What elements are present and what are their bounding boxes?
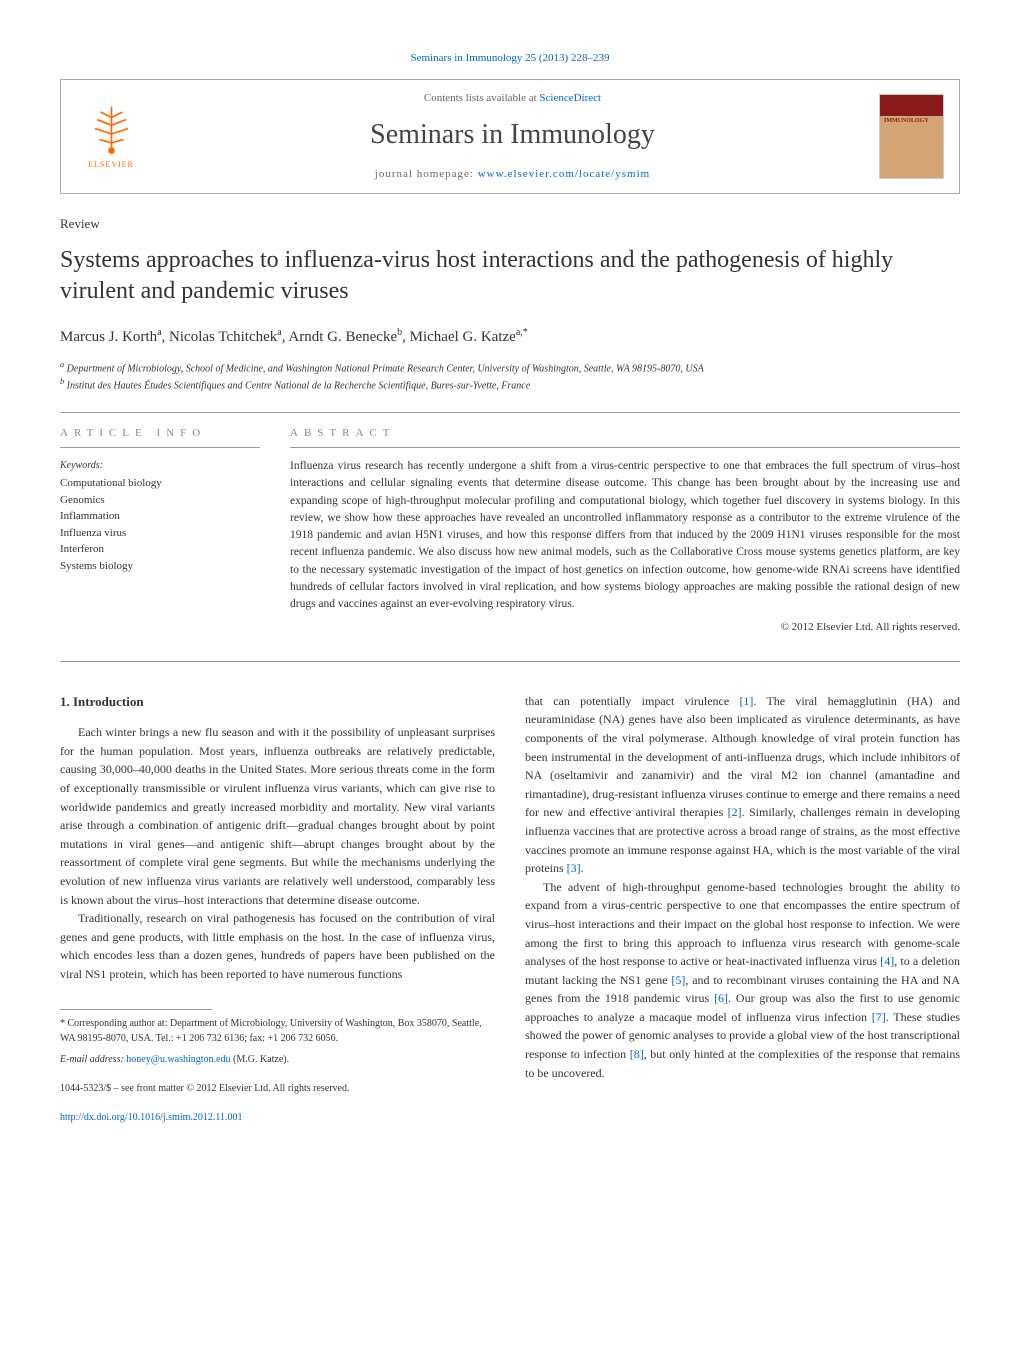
abstract-column: ABSTRACT Influenza virus research has re… bbox=[290, 425, 960, 636]
author-4: Michael G. Katze bbox=[410, 329, 516, 345]
citation-link[interactable]: [8] bbox=[630, 1047, 644, 1061]
author-2-aff: a bbox=[277, 327, 281, 338]
email-label: E-mail address: bbox=[60, 1054, 126, 1065]
elsevier-label: ELSEVIER bbox=[88, 159, 134, 171]
author-1: Marcus J. Korth bbox=[60, 329, 157, 345]
keyword: Interferon bbox=[60, 541, 260, 558]
contents-text: Contents lists available at bbox=[424, 92, 539, 104]
affiliations: a Department of Microbiology, School of … bbox=[60, 359, 960, 394]
journal-header: ELSEVIER Contents lists available at Sci… bbox=[60, 79, 960, 194]
citation-link[interactable]: [6] bbox=[714, 991, 728, 1005]
author-3: Arndt G. Benecke bbox=[288, 329, 397, 345]
homepage-label: journal homepage: bbox=[375, 168, 478, 180]
abstract-copyright: © 2012 Elsevier Ltd. All rights reserved… bbox=[290, 619, 960, 636]
article-type: Review bbox=[60, 214, 960, 234]
article-info-heading: ARTICLE INFO bbox=[60, 425, 260, 449]
footnote-separator bbox=[60, 1009, 212, 1010]
email-line: E-mail address: honey@u.washington.edu (… bbox=[60, 1052, 495, 1067]
text-span: . The viral hemagglutinin (HA) and neura… bbox=[525, 694, 960, 820]
section-heading: 1. Introduction bbox=[60, 692, 495, 712]
abstract-text: Influenza virus research has recently un… bbox=[290, 458, 960, 613]
affiliation-a: Department of Microbiology, School of Me… bbox=[67, 363, 704, 374]
journal-cover-thumbnail: IMMUNOLOGY bbox=[879, 94, 944, 179]
doi-link[interactable]: http://dx.doi.org/10.1016/j.smim.2012.11… bbox=[60, 1112, 243, 1123]
keyword: Inflammation bbox=[60, 508, 260, 525]
column-left: 1. Introduction Each winter brings a new… bbox=[60, 692, 495, 1125]
keyword: Influenza virus bbox=[60, 525, 260, 542]
email-suffix: (M.G. Katze). bbox=[231, 1054, 290, 1065]
column-right: that can potentially impact virulence [1… bbox=[525, 692, 960, 1125]
body-columns: 1. Introduction Each winter brings a new… bbox=[60, 692, 960, 1125]
email-link[interactable]: honey@u.washington.edu bbox=[126, 1054, 230, 1065]
journal-homepage: journal homepage: www.elsevier.com/locat… bbox=[146, 166, 879, 183]
authors: Marcus J. Kortha, Nicolas Tchitcheka, Ar… bbox=[60, 325, 960, 349]
body-paragraph: Each winter brings a new flu season and … bbox=[60, 723, 495, 909]
sciencedirect-link[interactable]: ScienceDirect bbox=[539, 92, 601, 104]
journal-name: Seminars in Immunology bbox=[146, 114, 879, 156]
text-span: . bbox=[581, 861, 584, 875]
author-1-aff: a bbox=[157, 327, 161, 338]
abstract-heading: ABSTRACT bbox=[290, 425, 960, 449]
corresponding-author: * Corresponding author at: Department of… bbox=[60, 1016, 495, 1046]
citation-link[interactable]: [1] bbox=[739, 694, 753, 708]
elsevier-tree-icon bbox=[84, 101, 139, 156]
citation-link[interactable]: [7] bbox=[872, 1010, 886, 1024]
body-paragraph: The advent of high-throughput genome-bas… bbox=[525, 878, 960, 1083]
citation-link[interactable]: [5] bbox=[671, 973, 685, 987]
elsevier-logo: ELSEVIER bbox=[76, 96, 146, 176]
body-paragraph: Traditionally, research on viral pathoge… bbox=[60, 909, 495, 983]
body-paragraph: that can potentially impact virulence [1… bbox=[525, 692, 960, 878]
divider bbox=[60, 412, 960, 413]
keyword: Genomics bbox=[60, 492, 260, 509]
author-4-aff: a,* bbox=[516, 327, 528, 338]
divider bbox=[60, 661, 960, 662]
citation-link[interactable]: [2] bbox=[728, 805, 742, 819]
keywords-label: Keywords: bbox=[60, 458, 260, 473]
article-info-column: ARTICLE INFO Keywords: Computational bio… bbox=[60, 425, 260, 636]
article-title: Systems approaches to influenza-virus ho… bbox=[60, 245, 960, 307]
citation-link[interactable]: [4] bbox=[880, 954, 894, 968]
keyword: Systems biology bbox=[60, 558, 260, 575]
homepage-link[interactable]: www.elsevier.com/locate/ysmim bbox=[478, 168, 650, 180]
issn-line: 1044-5323/$ – see front matter © 2012 El… bbox=[60, 1081, 495, 1096]
affiliation-b: Institut des Hautes Études Scientifiques… bbox=[67, 381, 531, 392]
keyword: Computational biology bbox=[60, 475, 260, 492]
citation-link[interactable]: [3] bbox=[567, 861, 581, 875]
cover-title: IMMUNOLOGY bbox=[884, 117, 929, 126]
author-2: Nicolas Tchitchek bbox=[169, 329, 277, 345]
contents-available: Contents lists available at ScienceDirec… bbox=[146, 90, 879, 107]
keywords-list: Computational biology Genomics Inflammat… bbox=[60, 475, 260, 574]
author-3-aff: b bbox=[397, 327, 402, 338]
journal-reference: Seminars in Immunology 25 (2013) 228–239 bbox=[60, 50, 960, 67]
text-span: that can potentially impact virulence bbox=[525, 694, 739, 708]
